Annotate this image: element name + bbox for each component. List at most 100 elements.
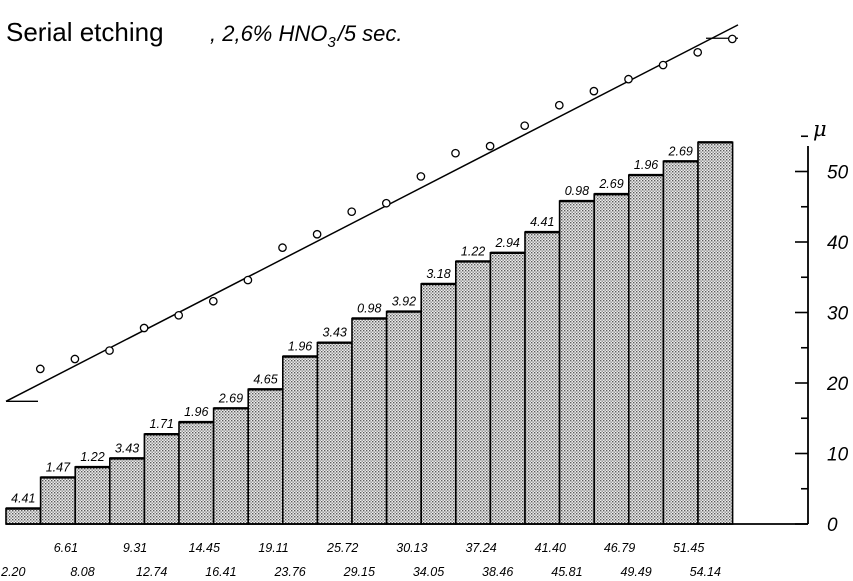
cumulative-depth-label: 29.15 (343, 565, 375, 579)
cumulative-depth-label: 9.31 (123, 541, 147, 555)
cumulative-depth-label: 12.74 (136, 565, 167, 579)
layer-thickness-label: 2.69 (598, 177, 623, 191)
layer-thickness-label: 4.41 (11, 491, 35, 505)
y-tick-label: 0 (827, 515, 838, 536)
bar (593, 193, 630, 525)
cumulative-depth-label: 46.79 (604, 541, 635, 555)
layer-thickness-label: 1.96 (288, 339, 312, 353)
y-tick-label: 10 (827, 445, 849, 466)
bar (281, 355, 319, 525)
cumulative-labels: 2.20 6.61 8.08 9.31 12.74 14.45 16.41 19.11 23.7… (0, 541, 721, 579)
chart-title: Serial etching (6, 17, 164, 47)
measurement-point (520, 121, 530, 131)
layer-thickness-label: 4.65 (253, 372, 277, 386)
measurement-point (139, 323, 149, 333)
measurement-point (174, 310, 184, 320)
layer-thickness-label: 2.69 (668, 144, 693, 158)
bar (454, 260, 492, 525)
bar (178, 421, 215, 525)
measurement-point (208, 296, 218, 306)
bar (697, 141, 734, 525)
measurement-point (451, 148, 460, 158)
bar (420, 283, 457, 525)
cumulative-depth-label: 54.14 (690, 565, 721, 579)
cumulative-depth-label: 23.76 (273, 565, 305, 579)
cumulative-depth-label: 45.81 (551, 565, 582, 579)
measurement-point (312, 229, 322, 239)
layer-thickness-label: 0.98 (565, 184, 589, 198)
measurement-point (278, 243, 287, 252)
cumulative-depth-label: 25.72 (326, 541, 358, 555)
cumulative-depth-label: 34.05 (413, 565, 444, 579)
measurement-point (381, 198, 391, 208)
layer-thickness-label: 3.92 (392, 295, 416, 309)
bar (74, 466, 111, 525)
subtitle-main: , 2,6% HNO (210, 21, 327, 46)
measurement-points (35, 34, 737, 374)
bar (212, 407, 250, 525)
cumulative-depth-label: 14.45 (189, 541, 220, 555)
cumulative-depth-label: 51.45 (673, 541, 704, 555)
y-tick-label: 20 (826, 374, 849, 395)
cumulative-depth-label: 37.24 (465, 541, 496, 555)
layer-thickness-label: 2.94 (495, 236, 520, 250)
measurement-point (485, 141, 495, 151)
bars (5, 141, 734, 525)
cumulative-depth-label: 41.40 (535, 541, 566, 555)
y-tick-label: 40 (827, 233, 849, 254)
y-axis: 0 10 20 30 40 50 (6, 135, 849, 536)
layer-thickness-label: 0.98 (357, 301, 381, 315)
bar (5, 507, 42, 525)
bar (143, 433, 180, 525)
trend-line-segment (5, 24, 739, 402)
layer-thickness-label: 3.18 (426, 267, 450, 281)
measurement-point (70, 354, 80, 364)
layer-thickness-label: 3.43 (115, 441, 139, 455)
bar (247, 388, 284, 525)
cumulative-depth-label: 19.11 (258, 541, 288, 555)
cumulative-depth-label: 2.20 (0, 565, 25, 579)
bar (385, 310, 423, 525)
bar (316, 341, 353, 525)
bar-labels: 4.41 1.47 1.22 3.43 1.71 1.96 2.69 4.65 1.96 3.43… (11, 144, 693, 505)
bar (558, 200, 595, 525)
y-tick-label: 30 (827, 304, 849, 325)
layer-thickness-label: 1.47 (46, 460, 71, 474)
layer-thickness-label: 1.96 (634, 158, 658, 172)
bar (627, 174, 665, 525)
measurement-point (658, 60, 668, 70)
measurement-point (589, 86, 599, 96)
y-axis-unit-label: μ (813, 117, 827, 141)
layer-thickness-label: 4.41 (530, 215, 554, 229)
measurement-point (105, 346, 114, 355)
layer-thickness-label: 1.71 (150, 417, 174, 431)
measurement-point (243, 275, 253, 285)
cumulative-depth-label: 49.49 (620, 565, 651, 579)
chart-subtitle: , 2,6% HNO3/5 sec. (210, 21, 403, 51)
layer-thickness-label: 2.69 (218, 391, 243, 405)
bar (351, 317, 388, 525)
bar (489, 252, 526, 525)
cumulative-depth-label: 38.46 (482, 565, 513, 579)
bar (662, 160, 699, 525)
cumulative-depth-label: 8.08 (70, 565, 94, 579)
bar (524, 231, 561, 525)
bar (39, 476, 76, 525)
layer-thickness-label: 1.22 (80, 450, 104, 464)
cumulative-depth-label: 16.41 (205, 565, 236, 579)
layer-thickness-label: 1.96 (184, 405, 208, 419)
bar (109, 457, 146, 525)
measurement-point (35, 364, 45, 374)
measurement-point (416, 172, 426, 181)
layer-thickness-label: 1.22 (461, 244, 485, 258)
measurement-point (693, 48, 703, 57)
y-tick-label: 50 (827, 163, 849, 184)
subtitle-suffix: /5 sec. (336, 21, 403, 46)
subtitle-subscript: 3 (327, 34, 336, 51)
measurement-point (727, 34, 737, 44)
layer-thickness-label: 3.43 (323, 326, 347, 340)
measurement-point (624, 74, 633, 84)
cumulative-depth-label: 30.13 (396, 541, 427, 555)
cumulative-depth-label: 6.61 (54, 541, 78, 555)
